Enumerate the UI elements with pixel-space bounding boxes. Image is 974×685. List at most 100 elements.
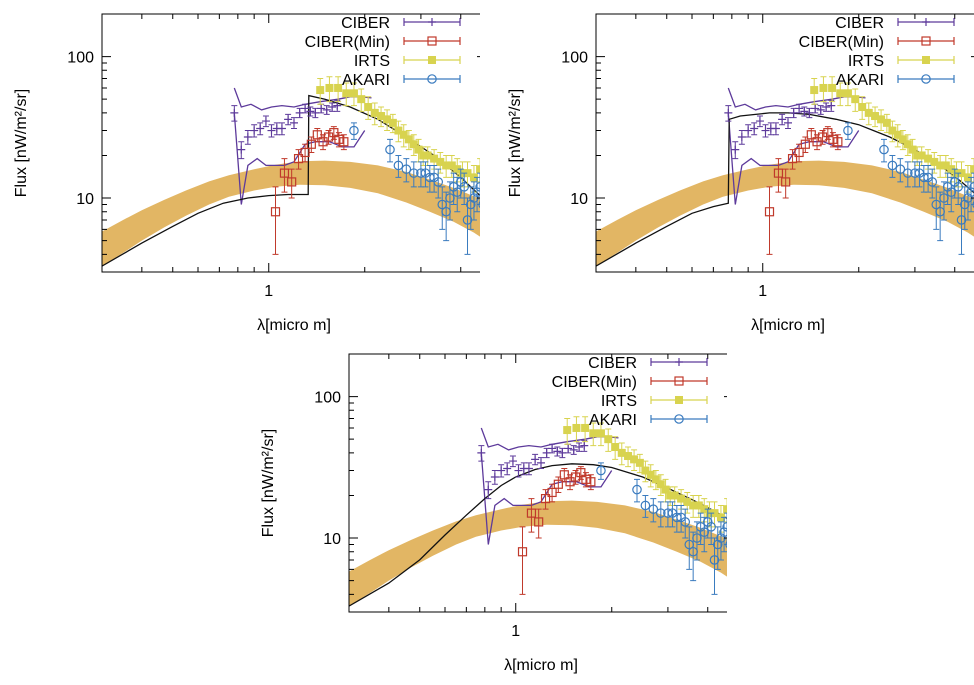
plot-frame	[348, 353, 727, 613]
y-tick-label: 10	[76, 191, 94, 208]
legend-marker	[675, 396, 683, 404]
data-point-ciber	[524, 464, 533, 473]
x-tick-label: 1	[511, 623, 520, 640]
data-point-akari	[349, 125, 359, 136]
data-point-irts	[898, 135, 907, 144]
error-bar	[477, 158, 480, 183]
error-bar	[535, 508, 542, 539]
data-point-ciber	[514, 466, 523, 475]
error-bar	[642, 494, 649, 518]
data-point-irts	[723, 505, 727, 514]
error-bar	[474, 176, 480, 213]
data-point-irts	[683, 497, 692, 506]
data-point-ciber	[267, 126, 276, 135]
data-point-ciber	[784, 118, 792, 127]
x-tick-label: 1	[264, 283, 273, 300]
error-bar	[650, 498, 657, 523]
data-point-irts	[908, 145, 917, 154]
data-point-akari	[445, 193, 455, 203]
data-point-irts	[843, 89, 852, 98]
error-bar	[634, 478, 640, 503]
data-point-irts	[342, 89, 351, 98]
data-point-ciber	[778, 115, 787, 124]
error-bar	[724, 498, 727, 523]
model-curve	[349, 463, 727, 607]
data-point-ciber	[503, 464, 512, 473]
legend-item-ciber-min: CIBER(Min)	[305, 34, 461, 51]
error-bar	[916, 161, 923, 188]
data-point-irts	[828, 83, 837, 92]
legend-item-irts: IRTS	[601, 393, 708, 410]
series-akari	[843, 122, 974, 255]
data-point-irts	[963, 173, 972, 182]
data-point-ciber-min	[279, 168, 290, 178]
data-point-ciber-min	[764, 207, 775, 217]
data-point-irts	[882, 118, 891, 127]
plot-area	[349, 416, 727, 607]
series-ciber-min	[270, 126, 349, 255]
data-point-irts	[589, 429, 598, 438]
data-point-irts	[941, 161, 950, 170]
error-bar	[678, 504, 685, 533]
data-point-akari	[895, 164, 906, 174]
data-point-irts	[377, 112, 386, 121]
data-point-irts	[635, 458, 644, 467]
series-irts	[316, 76, 480, 193]
series-ciber-min	[517, 466, 596, 595]
error-bar	[422, 161, 429, 188]
legend-marker	[427, 74, 437, 84]
legend: CIBER CIBER(Min) IRTS AKARI	[799, 15, 955, 89]
error-bar	[889, 154, 896, 178]
series-ciber	[477, 439, 589, 500]
data-point-irts	[423, 151, 432, 160]
legend-label: AKARI	[342, 72, 390, 89]
data-point-ciber-min	[540, 494, 551, 504]
data-point-irts	[563, 426, 572, 435]
data-point-ciber	[306, 107, 315, 116]
error-bar	[881, 138, 887, 163]
series-akari	[349, 122, 480, 255]
data-point-irts	[357, 95, 366, 104]
legend-line	[897, 37, 955, 45]
data-point-akari	[692, 533, 702, 543]
error-bar	[519, 526, 526, 595]
data-point-irts	[924, 154, 933, 163]
data-point-irts	[617, 448, 626, 457]
error-bar	[782, 168, 789, 199]
error-bar	[477, 172, 480, 206]
data-point-ciber	[250, 126, 259, 135]
plot-frame	[101, 13, 480, 273]
data-point-ciber	[724, 108, 733, 117]
data-point-ciber	[795, 104, 804, 113]
legend-label: CIBER	[588, 355, 637, 372]
legend-line	[650, 415, 708, 423]
data-point-irts	[572, 423, 581, 432]
error-bar	[929, 168, 936, 199]
error-bar	[897, 158, 904, 183]
legend-marker	[428, 56, 436, 64]
data-point-irts	[596, 429, 605, 438]
legend-item-akari: AKARI	[836, 72, 955, 89]
data-point-ciber	[497, 466, 506, 475]
ebl-band	[596, 160, 974, 267]
data-point-ciber	[822, 103, 831, 112]
data-point-irts	[414, 145, 423, 154]
data-point-ciber-min	[339, 137, 349, 147]
series-akari	[596, 462, 727, 595]
data-point-ciber	[537, 458, 545, 467]
data-point-irts	[436, 157, 445, 166]
data-point-ciber	[290, 118, 298, 127]
legend-line	[403, 75, 461, 83]
data-point-ciber-min	[270, 207, 281, 217]
data-point-irts	[936, 161, 945, 170]
data-point-irts	[710, 509, 719, 518]
data-point-irts	[871, 112, 880, 121]
data-point-irts	[651, 475, 660, 484]
data-point-ciber	[477, 448, 486, 457]
data-point-irts	[930, 157, 939, 166]
data-point-irts	[394, 126, 403, 135]
error-bar	[964, 181, 971, 221]
data-point-akari	[939, 193, 949, 203]
data-point-akari	[393, 160, 404, 171]
data-point-akari	[719, 527, 727, 537]
